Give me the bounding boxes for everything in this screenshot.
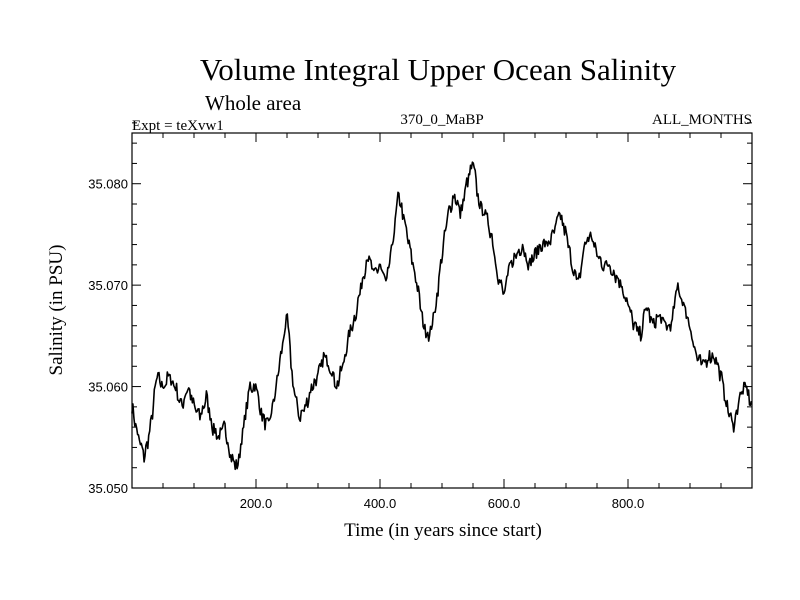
x-tick-label: 400.0 xyxy=(364,496,397,511)
expt-label: Expt = teXvw1 xyxy=(132,118,224,134)
run-label: 370_0_MaBP xyxy=(400,112,483,128)
x-axis-ticks: 200.0 400.0 600.0 800.0 xyxy=(162,133,722,511)
x-tick-label: 800.0 xyxy=(612,496,645,511)
x-tick-label: 200.0 xyxy=(240,496,273,511)
x-axis-label: Time (in years since start) xyxy=(344,520,542,541)
y-axis-label: Salinity (in PSU) xyxy=(46,245,67,376)
salinity-series-line xyxy=(131,161,753,471)
chart-title: Volume Integral Upper Ocean Salinity xyxy=(200,52,677,87)
y-tick-label: 35.060 xyxy=(88,380,128,395)
y-tick-label: 35.050 xyxy=(88,481,128,496)
chart-subtitle: Whole area xyxy=(205,91,302,115)
plot-frame xyxy=(131,132,753,489)
y-tick-label: 35.070 xyxy=(88,278,128,293)
y-tick-label: 35.080 xyxy=(88,177,128,192)
months-label: ALL_MONTHS xyxy=(652,112,752,128)
x-tick-label: 600.0 xyxy=(488,496,521,511)
y-axis-ticks: 35.050 35.060 35.070 35.080 xyxy=(88,122,752,496)
